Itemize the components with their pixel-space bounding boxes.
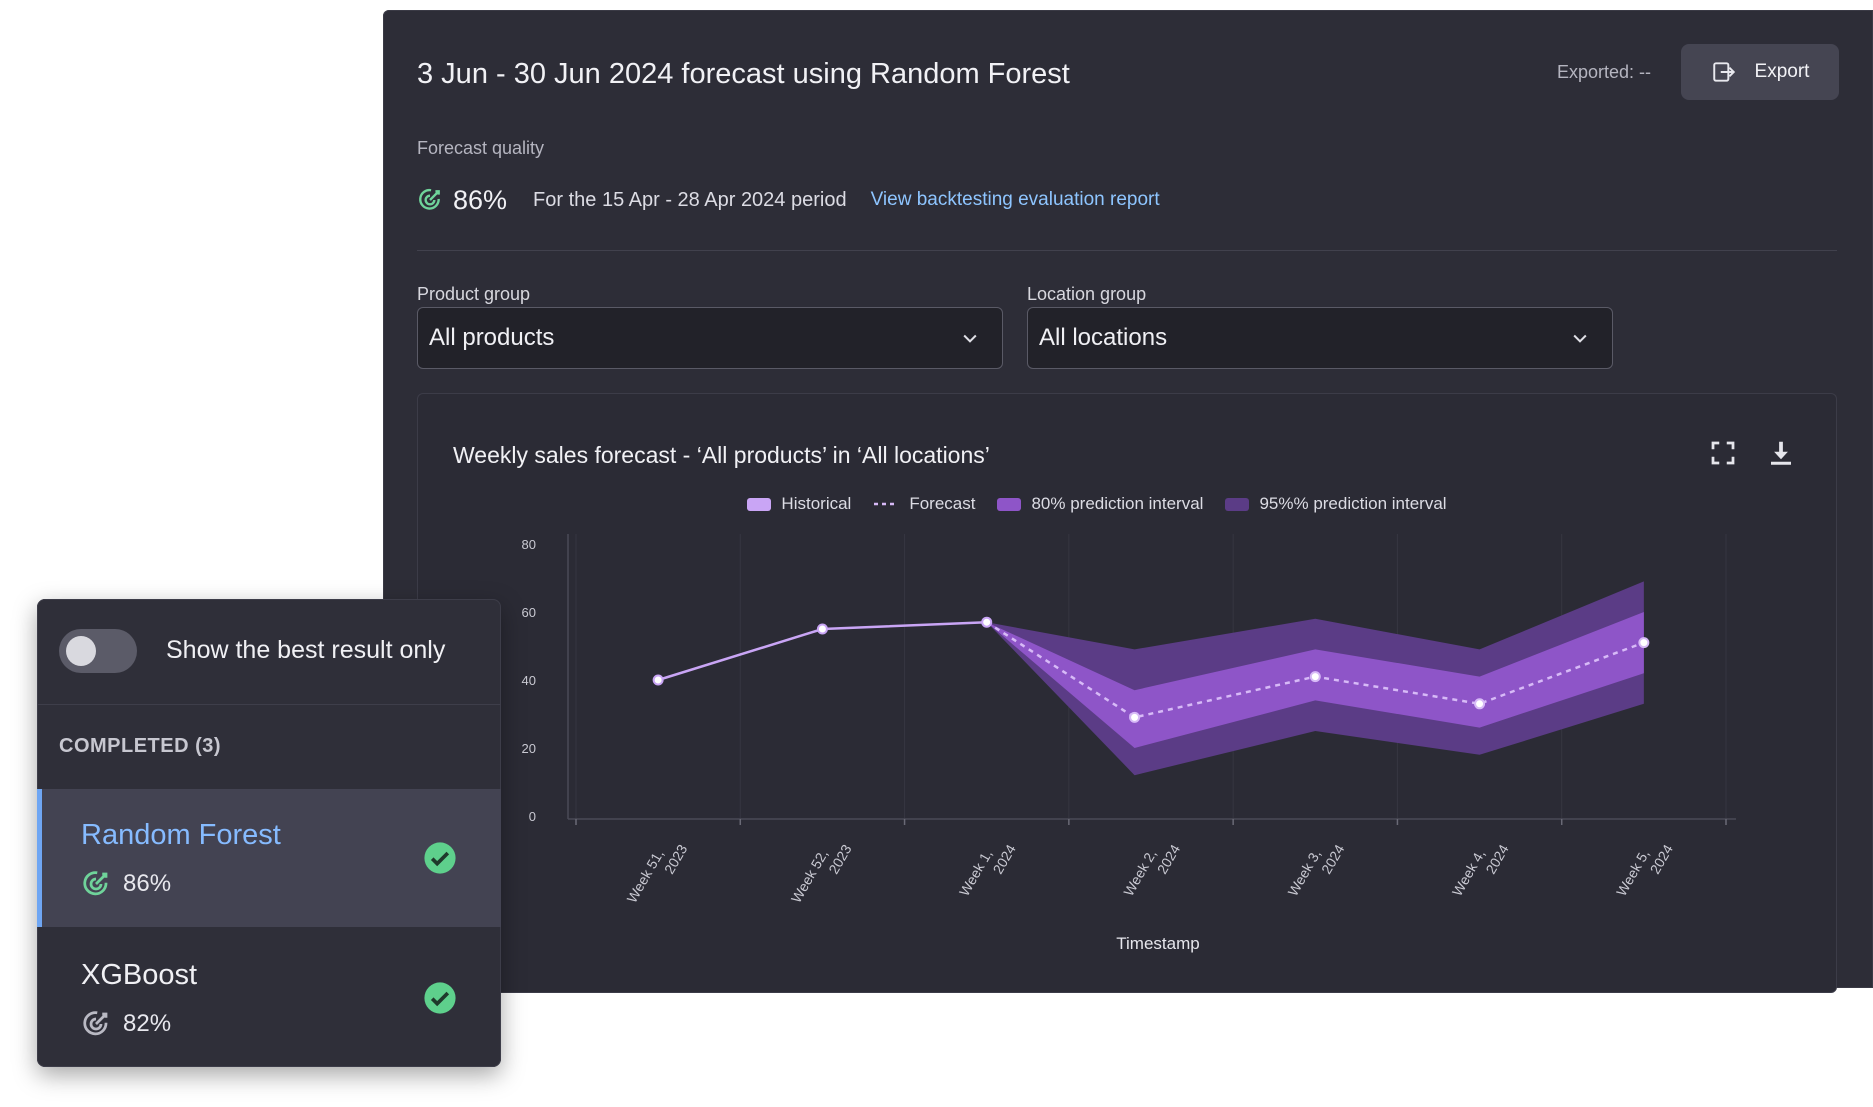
result-name: XGBoost	[81, 959, 198, 991]
result-item-random-forest[interactable]: Random Forest 86%	[37, 789, 501, 927]
download-icon[interactable]	[1766, 438, 1796, 468]
legend-item-forecast[interactable]: Forecast	[873, 494, 975, 514]
forecast-panel: 3 Jun - 30 Jun 2024 forecast using Rando…	[383, 10, 1873, 993]
y-tick-label: 20	[522, 741, 536, 756]
x-tick-label: Week 5,2024	[1613, 832, 1676, 907]
chart-title: Weekly sales forecast - ‘All products’ i…	[453, 442, 990, 468]
check-circle-icon	[424, 982, 456, 1014]
product-group-label: Product group	[417, 284, 531, 304]
forecast-point	[1638, 637, 1650, 649]
x-tick-label: Week 52,2023	[788, 832, 855, 914]
x-tick-label: Week 3,2024	[1284, 832, 1347, 907]
forecast-point	[1309, 671, 1321, 683]
historical-point	[816, 623, 828, 635]
legend-label: Forecast	[909, 494, 976, 513]
historical-point	[981, 616, 993, 628]
result-name: Random Forest	[81, 819, 281, 851]
legend-label: 95%% prediction interval	[1259, 494, 1447, 513]
completed-section-label: COMPLETED (3)	[59, 735, 222, 757]
location-group-value: All locations	[1039, 324, 1168, 351]
best-result-toggle[interactable]	[59, 629, 137, 673]
forecast-quality-label: Forecast quality	[417, 138, 545, 158]
y-tick-label: 40	[522, 673, 536, 688]
historical-point	[652, 674, 664, 686]
legend-swatch	[997, 497, 1022, 511]
exported-status: Exported: --	[1556, 62, 1651, 82]
fullscreen-icon[interactable]	[1708, 438, 1738, 468]
forecast-quality-percent: 86%	[453, 184, 508, 215]
target-icon	[419, 188, 440, 210]
target-icon	[83, 1011, 108, 1036]
chevron-down-icon	[963, 334, 977, 343]
export-icon	[1712, 62, 1735, 82]
divider	[417, 250, 1837, 251]
y-tick-label: 60	[522, 605, 536, 620]
export-button[interactable]: Export	[1681, 44, 1839, 100]
forecast-point	[1129, 711, 1141, 723]
legend-item-95-interval[interactable]: 95%% prediction interval	[1225, 494, 1447, 514]
chevron-down-icon	[1573, 334, 1587, 343]
best-result-toggle-row: Show the best result only	[37, 599, 501, 705]
y-tick-label: 80	[522, 537, 536, 552]
x-tick-label: Week 4,2024	[1449, 832, 1512, 907]
forecast-point	[1474, 698, 1486, 710]
result-score-value: 86%	[123, 870, 172, 897]
product-group-value: All products	[429, 324, 555, 351]
backtesting-report-link[interactable]: View backtesting evaluation report	[870, 189, 1160, 210]
export-button-label: Export	[1754, 61, 1810, 82]
x-tick-label: Week 51,2023	[623, 832, 690, 914]
legend-label: Historical	[781, 494, 852, 513]
forecast-quality-row: 86% For the 15 Apr - 28 Apr 2024 period …	[417, 180, 1160, 220]
legend-swatch	[1225, 497, 1250, 511]
x-axis-label: Timestamp	[1116, 934, 1199, 953]
target-icon	[83, 871, 108, 896]
location-group-label: Location group	[1027, 284, 1147, 304]
page-title: 3 Jun - 30 Jun 2024 forecast using Rando…	[417, 58, 1070, 90]
legend-label: 80% prediction interval	[1031, 494, 1204, 513]
product-group-select[interactable]: All products	[417, 307, 1003, 369]
chart-legend: Historical Forecast 80% prediction inter…	[418, 494, 1836, 514]
legend-swatch	[747, 497, 772, 511]
result-score: 86%	[81, 869, 171, 899]
y-tick-label: 0	[529, 809, 536, 824]
result-score: 82%	[81, 1009, 171, 1039]
forecast-quality-period: For the 15 Apr - 28 Apr 2024 period	[533, 188, 847, 211]
forecast-chart: 0 20 40 60 80 Week 51,2023 Week 52,2023 Week 1,…	[522, 534, 1736, 953]
model-results-panel: Show the best result only COMPLETED (3) …	[37, 599, 501, 1067]
location-group-select[interactable]: All locations	[1027, 307, 1613, 369]
legend-item-historical[interactable]: Historical	[747, 494, 851, 514]
check-circle-icon	[424, 842, 456, 874]
best-result-toggle-label: Show the best result only	[166, 636, 446, 664]
legend-item-80-interval[interactable]: 80% prediction interval	[997, 494, 1203, 514]
result-item-xgboost[interactable]: XGBoost 82%	[37, 929, 501, 1067]
result-score-value: 82%	[123, 1010, 172, 1037]
x-tick-label: Week 1,2024	[956, 832, 1019, 907]
chart-card: Weekly sales forecast - ‘All products’ i…	[417, 393, 1837, 993]
x-tick-label: Week 2,2024	[1120, 832, 1183, 907]
legend-swatch	[874, 502, 899, 506]
toggle-knob	[66, 636, 96, 666]
